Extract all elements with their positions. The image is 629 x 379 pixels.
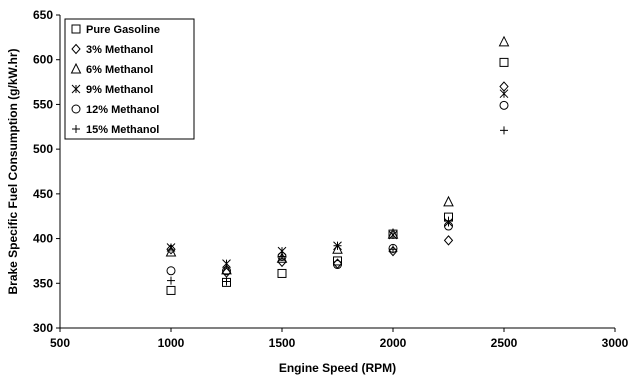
- data-point: [222, 266, 231, 276]
- data-point: [277, 268, 287, 278]
- legend-label: 15% Methanol: [86, 124, 159, 136]
- data-point: [499, 81, 509, 92]
- legend-item: 12% Methanol: [71, 104, 159, 116]
- data-point: [277, 256, 287, 268]
- x-tick-label: 1000: [158, 336, 185, 350]
- legend-box: [64, 18, 195, 140]
- legend-marker: [71, 104, 81, 114]
- legend-item: 6% Methanol: [70, 62, 153, 76]
- y-axis-ticks: 300 350 400 450 500 550 600 650: [33, 8, 60, 335]
- axes: [59, 15, 615, 329]
- x-tick-label: 2000: [380, 336, 407, 350]
- x-axis-ticks: 500 1000 1500 2000 2500 3000: [50, 328, 629, 350]
- data-point: [166, 285, 176, 295]
- y-tick-label: 300: [33, 321, 53, 335]
- series-plus: [167, 126, 508, 286]
- legend-marker: [71, 24, 81, 34]
- legend-marker: [71, 84, 81, 94]
- y-tick-label: 450: [33, 187, 53, 201]
- data-point: [333, 256, 342, 266]
- data-point: [276, 252, 288, 263]
- legend-label: 3% Methanol: [86, 44, 153, 56]
- y-axis-label: Brake Specific Fuel Consumption (g/kW.hr…: [6, 48, 20, 294]
- data-point: [332, 243, 343, 254]
- data-point: [443, 195, 454, 207]
- x-tick-label: 1500: [269, 336, 296, 350]
- legend-label: 9% Methanol: [86, 84, 153, 96]
- data-point: [499, 89, 509, 99]
- x-axis-label: Engine Speed (RPM): [279, 361, 396, 375]
- y-tick-label: 400: [33, 232, 53, 246]
- data-point: [499, 100, 509, 110]
- data-point: [499, 57, 509, 67]
- legend-label: 6% Methanol: [86, 64, 153, 76]
- data-point: [166, 243, 176, 252]
- legend-label: Pure Gasoline: [86, 24, 160, 36]
- data-point: [166, 266, 176, 276]
- data-point: [167, 276, 175, 285]
- legend-marker: [70, 62, 82, 74]
- y-tick-label: 350: [33, 276, 53, 290]
- data-point: [443, 235, 454, 246]
- y-tick-label: 500: [33, 142, 53, 156]
- data-point: [500, 126, 508, 135]
- legend-item: 9% Methanol: [71, 84, 153, 96]
- series-asterisk: [166, 89, 509, 268]
- legend-item: 3% Methanol: [71, 43, 153, 56]
- y-tick-label: 550: [33, 97, 53, 111]
- data-point: [166, 244, 176, 255]
- legend-label: 12% Methanol: [86, 104, 159, 116]
- data-point: [333, 241, 342, 250]
- data-point: [444, 216, 453, 225]
- x-tick-label: 500: [50, 336, 70, 350]
- data-point: [222, 277, 231, 286]
- legend-marker: [72, 125, 80, 133]
- legend-item: 15% Methanol: [72, 124, 159, 136]
- data-point: [333, 260, 342, 270]
- series-triangle: [165, 35, 510, 275]
- data-point: [389, 245, 397, 254]
- data-point: [278, 252, 286, 261]
- legend-marker: [71, 43, 81, 55]
- data-point: [165, 245, 177, 257]
- data-points: [165, 35, 510, 295]
- x-tick-label: 3000: [602, 336, 629, 350]
- y-tick-label: 600: [33, 53, 53, 67]
- data-point: [221, 263, 232, 275]
- data-point: [498, 35, 510, 47]
- data-point: [388, 230, 398, 240]
- x-tick-label: 2500: [491, 336, 518, 350]
- legend-item: Pure Gasoline: [71, 24, 160, 36]
- y-tick-label: 650: [33, 8, 53, 22]
- legend: Pure Gasoline 3% Methanol 6% Methanol 9% Me…: [64, 18, 195, 140]
